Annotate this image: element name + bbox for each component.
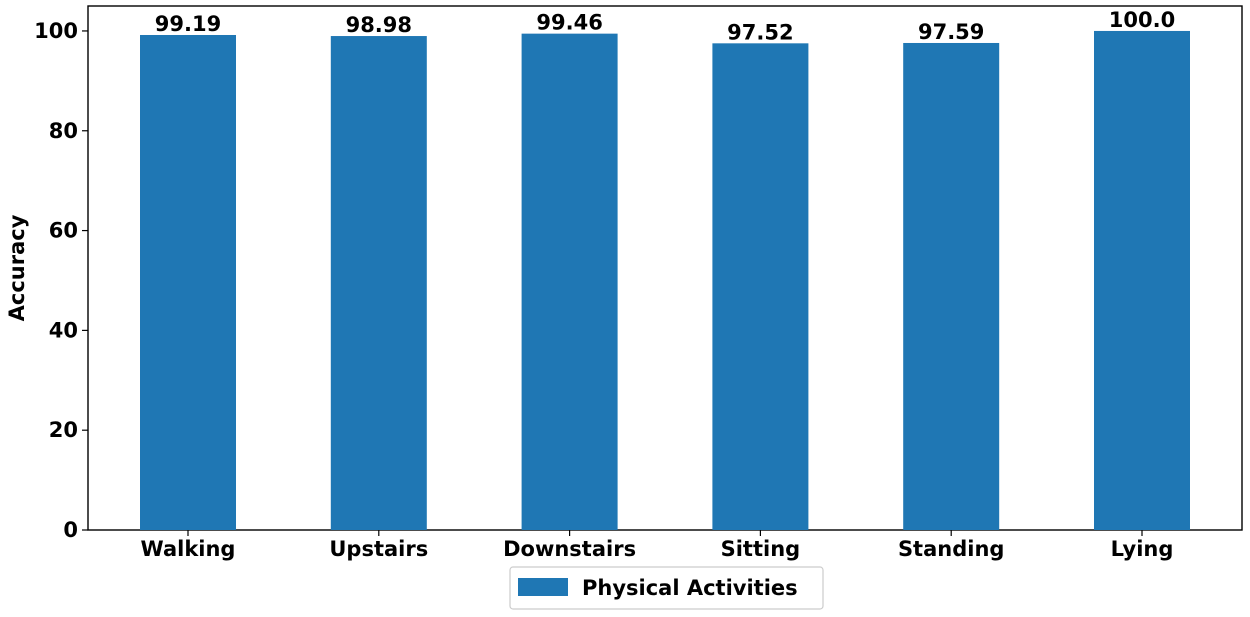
- legend-label: Physical Activities: [582, 576, 798, 600]
- data-label-standing: 97.59: [918, 20, 984, 44]
- y-tick-label-80: 80: [49, 119, 78, 143]
- y-tick-label-20: 20: [49, 418, 78, 442]
- y-tick-label-40: 40: [49, 318, 78, 342]
- x-axis: Walking Upstairs Downstairs Sitting Standing…: [141, 530, 1174, 561]
- data-label-sitting: 97.52: [727, 20, 793, 44]
- x-tick-label-downstairs: Downstairs: [503, 537, 636, 561]
- legend-frame: [509, 566, 824, 610]
- bar-walking: [140, 34, 236, 531]
- x-tick-label-walking: Walking: [141, 537, 236, 561]
- legend: Physical Activities: [509, 566, 824, 610]
- legend-swatch: [518, 578, 568, 596]
- bar-upstairs: [330, 36, 427, 531]
- data-label-lying: 100.0: [1109, 8, 1175, 32]
- y-axis-label: Accuracy: [5, 214, 29, 321]
- x-tick-label-standing: Standing: [898, 537, 1005, 561]
- x-tick-label-lying: Lying: [1111, 537, 1174, 561]
- x-tick-label-sitting: Sitting: [721, 537, 801, 561]
- y-axis: 0 20 40 60 80 100: [34, 19, 88, 542]
- bar-lying: [1094, 30, 1190, 530]
- bar-standing: [903, 42, 1000, 530]
- data-label-upstairs: 98.98: [346, 13, 412, 37]
- plot-area: [87, 5, 1243, 531]
- data-label-walking: 99.19: [155, 12, 221, 36]
- data-labels-group: 99.19 98.98 99.46 97.52 97.59 100.0: [155, 8, 1175, 44]
- y-tick-label-60: 60: [49, 219, 78, 243]
- data-label-downstairs: 99.46: [536, 11, 602, 35]
- y-tick-label-100: 100: [34, 19, 78, 43]
- y-tick-label-0: 0: [63, 518, 78, 542]
- x-tick-label-upstairs: Upstairs: [329, 537, 428, 561]
- bar-sitting: [712, 43, 809, 530]
- bar-downstairs: [521, 33, 618, 530]
- bars-group: [140, 30, 1190, 531]
